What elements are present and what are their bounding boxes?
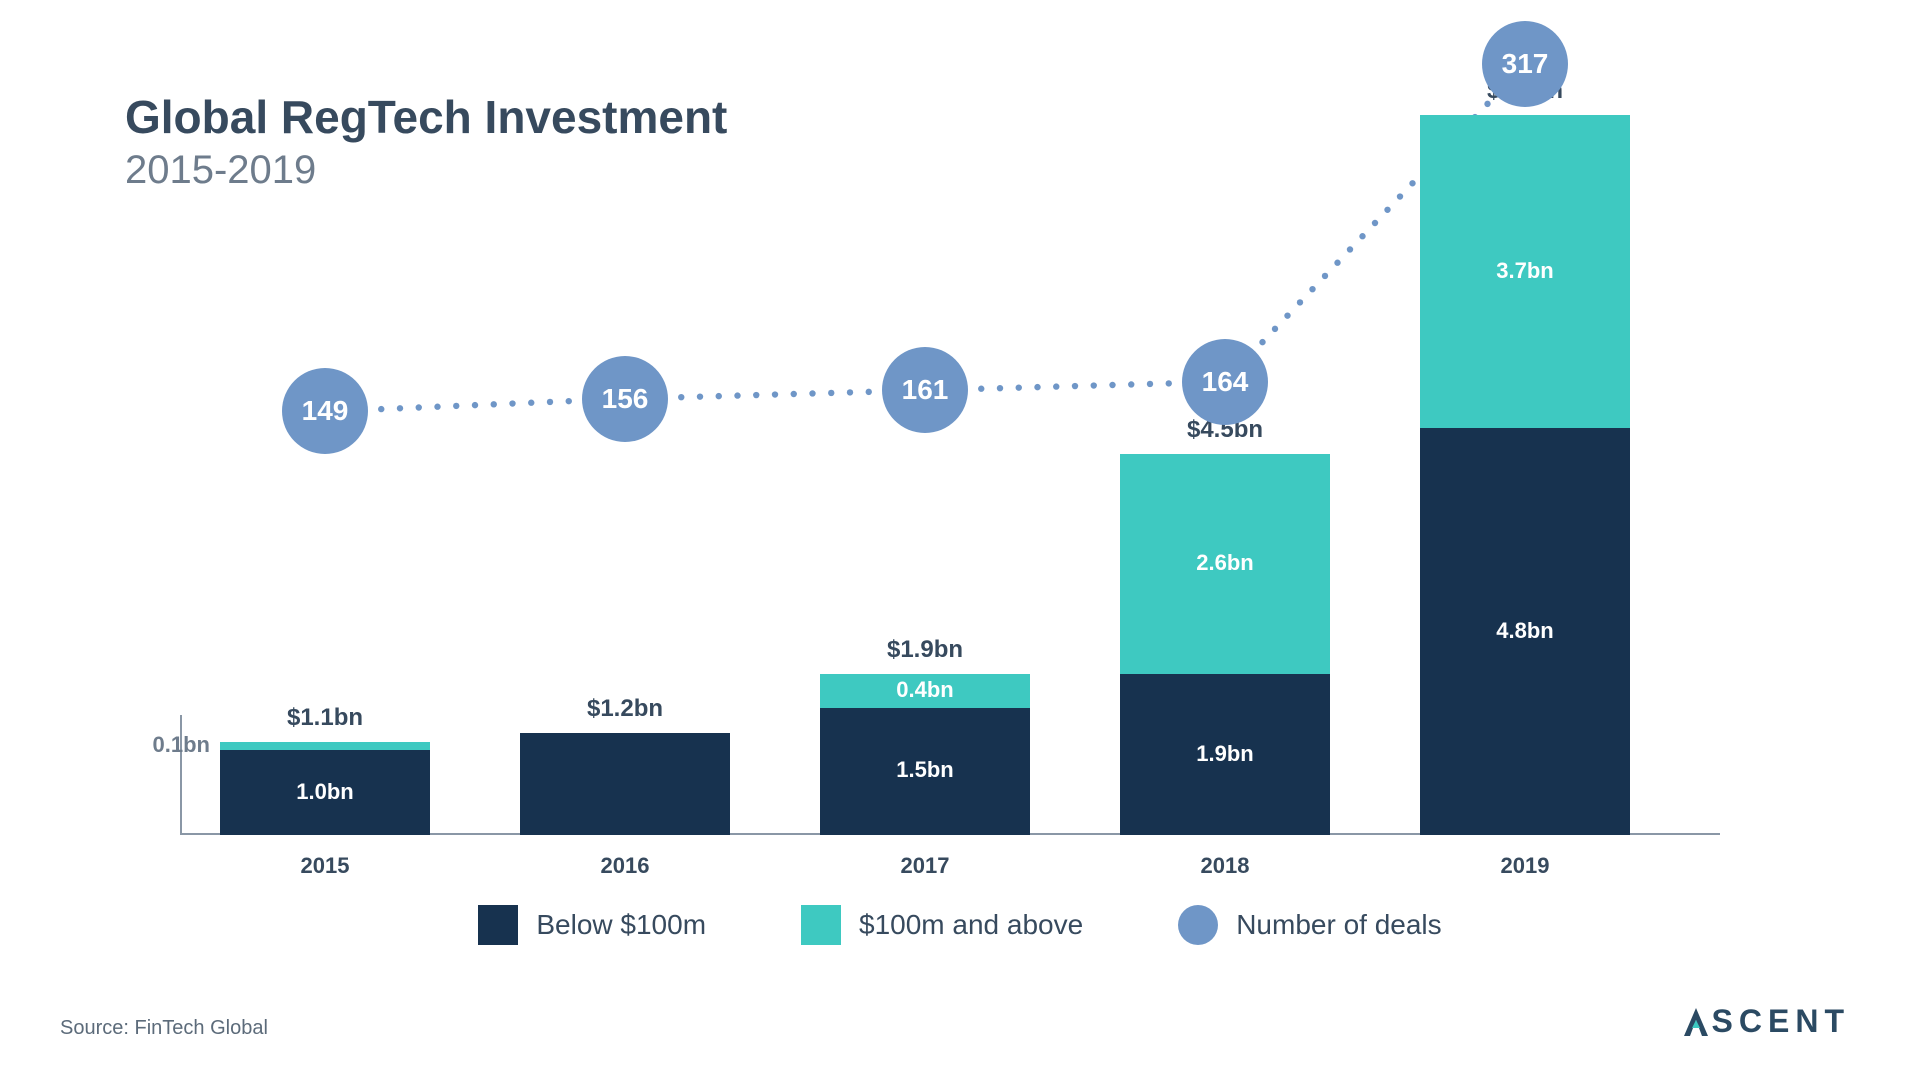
x-axis-label: 2016: [520, 853, 730, 879]
legend-swatch-below: [478, 905, 518, 945]
bar-segment-below: [520, 733, 730, 835]
x-axis-label: 2015: [220, 853, 430, 879]
bar-group: 4.8bn3.7bn$8.5bn: [1420, 115, 1630, 835]
total-label: $1.9bn: [820, 636, 1030, 664]
chart-area: 1.0bn$1.1bn0.1bn2015$1.2bn20161.5bn0.4bn…: [180, 115, 1760, 835]
bar-group: 1.0bn $1.1bn: [220, 115, 430, 835]
legend-swatch-above: [801, 905, 841, 945]
legend-label-above: $100m and above: [859, 909, 1083, 941]
segment-label-below: 1.9bn: [1120, 741, 1330, 767]
total-label: $1.2bn: [520, 695, 730, 723]
deal-count-marker: 156: [582, 356, 668, 442]
brand-logo: SCENT: [1682, 1003, 1850, 1040]
deal-count-marker: 161: [882, 347, 968, 433]
segment-label-above: 3.7bn: [1420, 258, 1630, 284]
segment-label-below: 4.8bn: [1420, 618, 1630, 644]
bar-group: 1.5bn 0.4bn $1.9bn: [820, 115, 1030, 835]
legend-item-deals: Number of deals: [1178, 905, 1441, 945]
brand-text: SCENT: [1712, 1003, 1850, 1040]
bar-segment-above: [220, 742, 430, 750]
legend-swatch-deals: [1178, 905, 1218, 945]
segment-label-above: 0.4bn: [820, 677, 1030, 703]
source-attribution: Source: FinTech Global: [60, 1017, 268, 1040]
brand-a-icon: [1682, 1006, 1710, 1038]
bar-group: $1.2bn: [520, 115, 730, 835]
deal-count-marker: 164: [1182, 339, 1268, 425]
total-label: $1.1bn: [220, 704, 430, 732]
legend-item-above: $100m and above: [801, 905, 1083, 945]
x-axis-label: 2018: [1120, 853, 1330, 879]
segment-label-above: 2.6bn: [1120, 550, 1330, 576]
x-axis-label: 2017: [820, 853, 1030, 879]
deal-count-marker: 149: [282, 368, 368, 454]
segment-label-below: 1.5bn: [820, 757, 1030, 783]
deal-count-marker: 317: [1482, 21, 1568, 107]
segment-label-above-side: 0.1bn: [125, 732, 210, 758]
legend-label-below: Below $100m: [536, 909, 706, 941]
x-axis-label: 2019: [1420, 853, 1630, 879]
bar-group: 1.9bn2.6bn$4.5bn: [1120, 115, 1330, 835]
legend: Below $100m $100m and above Number of de…: [0, 905, 1920, 945]
legend-label-deals: Number of deals: [1236, 909, 1441, 941]
legend-item-below: Below $100m: [478, 905, 706, 945]
segment-label-below: 1.0bn: [220, 779, 430, 805]
